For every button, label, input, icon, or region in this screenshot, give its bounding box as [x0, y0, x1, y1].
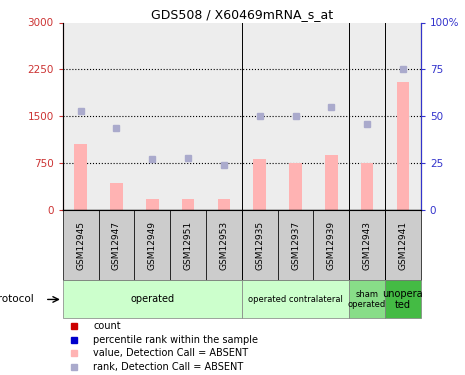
Text: unopera
ted: unopera ted: [383, 289, 423, 310]
Bar: [206, 210, 242, 280]
Text: GSM12943: GSM12943: [363, 221, 372, 270]
Bar: [206, 22, 242, 210]
Title: GDS508 / X60469mRNA_s_at: GDS508 / X60469mRNA_s_at: [151, 8, 333, 21]
Bar: [63, 22, 99, 210]
Bar: [110, 183, 123, 210]
Text: GSM12939: GSM12939: [327, 220, 336, 270]
Bar: [349, 22, 385, 210]
Bar: [170, 210, 206, 280]
Bar: [349, 210, 385, 280]
Bar: [134, 210, 170, 280]
Text: operated contralateral: operated contralateral: [248, 295, 343, 304]
Bar: [63, 280, 242, 318]
Text: GSM12937: GSM12937: [291, 220, 300, 270]
Bar: [242, 210, 278, 280]
Bar: [242, 280, 349, 318]
Bar: [349, 280, 385, 318]
Bar: [63, 210, 99, 280]
Bar: [385, 22, 421, 210]
Bar: [99, 210, 134, 280]
Text: rank, Detection Call = ABSENT: rank, Detection Call = ABSENT: [93, 362, 244, 372]
Text: GSM12941: GSM12941: [399, 221, 407, 270]
Text: GSM12951: GSM12951: [184, 220, 193, 270]
Bar: [74, 144, 87, 210]
Bar: [385, 280, 421, 318]
Text: operated: operated: [130, 294, 174, 304]
Text: sham
operated: sham operated: [348, 290, 386, 309]
Text: count: count: [93, 321, 121, 332]
Bar: [99, 22, 134, 210]
Bar: [218, 200, 230, 210]
Bar: [397, 82, 409, 210]
Bar: [313, 22, 349, 210]
Text: value, Detection Call = ABSENT: value, Detection Call = ABSENT: [93, 348, 248, 358]
Bar: [170, 22, 206, 210]
Bar: [134, 22, 170, 210]
Bar: [242, 22, 278, 210]
Bar: [146, 200, 159, 210]
Bar: [313, 210, 349, 280]
Text: protocol: protocol: [0, 294, 34, 304]
Bar: [182, 199, 194, 210]
Text: GSM12949: GSM12949: [148, 221, 157, 270]
Bar: [325, 155, 338, 210]
Text: GSM12947: GSM12947: [112, 221, 121, 270]
Text: GSM12945: GSM12945: [76, 221, 85, 270]
Text: GSM12935: GSM12935: [255, 220, 264, 270]
Bar: [253, 159, 266, 210]
Bar: [289, 163, 302, 210]
Bar: [385, 210, 421, 280]
Text: percentile rank within the sample: percentile rank within the sample: [93, 334, 258, 345]
Bar: [278, 210, 313, 280]
Bar: [278, 22, 313, 210]
Text: GSM12953: GSM12953: [219, 220, 228, 270]
Bar: [361, 162, 373, 210]
